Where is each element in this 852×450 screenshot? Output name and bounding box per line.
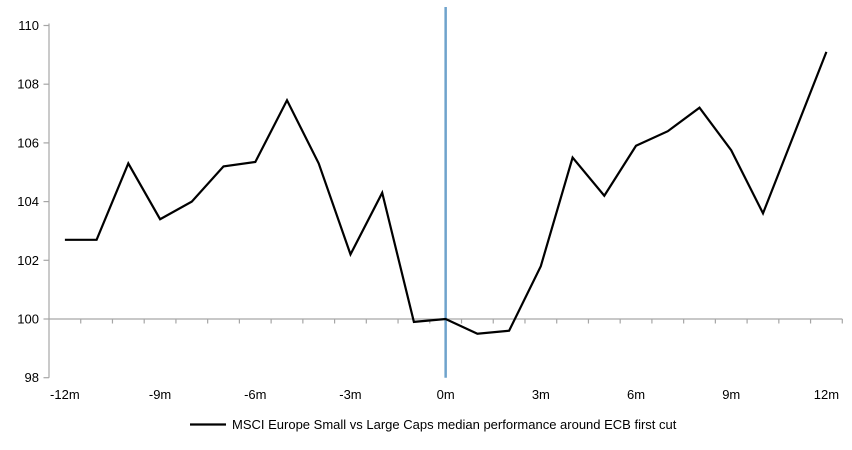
series-group [64, 51, 828, 335]
x-axis-label: 0m [437, 387, 455, 402]
y-axis-label: 98 [25, 370, 39, 385]
x-axis-label: -3m [339, 387, 361, 402]
y-axis-label: 100 [17, 312, 39, 327]
x-axis-label: -6m [244, 387, 266, 402]
x-axis-label: 12m [814, 387, 839, 402]
x-axis-labels-group: -12m -9m -6m -3m 0m 3m 6m 9m 12m [50, 387, 839, 402]
y-axis-group: 98 100 102 104 106 108 110 [17, 18, 50, 385]
y-axis-label: 110 [18, 18, 39, 33]
x-axis-label: 6m [627, 387, 645, 402]
x-axis-label: -9m [149, 387, 171, 402]
y-axis-label: 102 [17, 253, 39, 268]
legend-label: MSCI Europe Small vs Large Caps median p… [232, 417, 677, 432]
series-line [64, 51, 828, 335]
x-axis-label: 3m [532, 387, 550, 402]
legend-group: MSCI Europe Small vs Large Caps median p… [190, 417, 677, 432]
y-axis-label: 108 [17, 77, 39, 92]
y-axis-label: 106 [17, 135, 39, 150]
y-axis-label: 104 [17, 194, 39, 209]
x-axis-label: 9m [722, 387, 740, 402]
x-axis-label: -12m [50, 387, 80, 402]
